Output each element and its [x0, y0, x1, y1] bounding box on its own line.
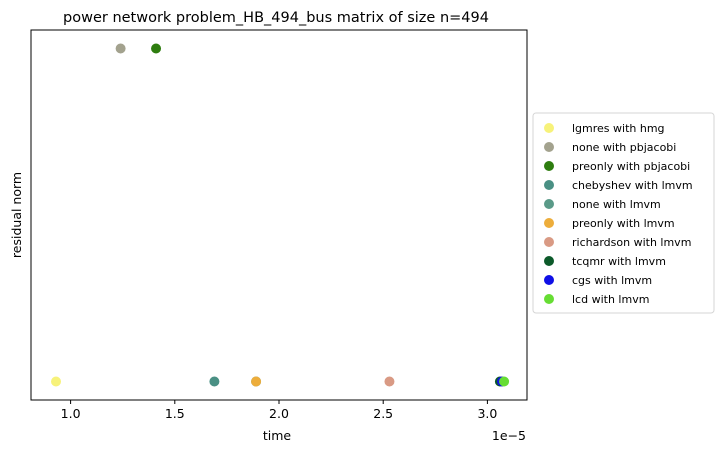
legend-entry: none with lmvm [544, 198, 661, 211]
legend-marker [544, 199, 554, 209]
legend-marker [544, 161, 554, 171]
plot-frame [30, 29, 528, 401]
legend-label: none with pbjacobi [572, 141, 676, 154]
legend-label: tcqmr with lmvm [572, 255, 666, 268]
legend-entry: preonly with lmvm [544, 217, 675, 230]
legend-label: lgmres with hmg [572, 122, 665, 135]
legend-label: preonly with pbjacobi [572, 160, 690, 173]
x-tick-label: 1.0 [61, 406, 81, 421]
legend-label: preonly with lmvm [572, 217, 675, 230]
plot-area: 1.0 1.5 2.0 2.5 3.0 [30, 29, 528, 421]
x-tick-label: 3.0 [477, 406, 497, 421]
legend-marker [544, 256, 554, 266]
data-point [499, 376, 510, 387]
legend-marker [544, 294, 554, 304]
data-point [51, 376, 62, 387]
chart-title: power network problem_HB_494_bus matrix … [63, 10, 489, 26]
legend-label: lcd with lmvm [572, 293, 649, 306]
data-points [51, 43, 510, 387]
x-axis-scale-note: 1e−5 [492, 428, 526, 443]
x-axis-label: time [263, 428, 292, 443]
legend-marker [544, 218, 554, 228]
data-point [209, 376, 220, 387]
data-point [384, 376, 395, 387]
x-tick-label: 2.5 [373, 406, 393, 421]
legend-entry: cgs with lmvm [544, 274, 652, 287]
y-axis-label: residual norm [9, 172, 24, 258]
legend-frame [532, 112, 715, 314]
x-axis: 1.0 1.5 2.0 2.5 3.0 [61, 400, 497, 421]
data-point [115, 43, 126, 54]
legend-label: chebyshev with lmvm [572, 179, 693, 192]
data-point [251, 376, 262, 387]
legend-entry: chebyshev with lmvm [544, 179, 693, 192]
x-tick-label: 1.5 [165, 406, 185, 421]
legend-entry: none with pbjacobi [544, 141, 676, 154]
legend-entry: richardson with lmvm [544, 236, 691, 249]
legend-marker [544, 275, 554, 285]
legend-marker [544, 142, 554, 152]
legend: lgmres with hmg none with pbjacobi preonly… [532, 112, 715, 314]
legend-marker [544, 180, 554, 190]
data-point [151, 43, 162, 54]
x-tick-label: 2.0 [269, 406, 289, 421]
legend-label: none with lmvm [572, 198, 661, 211]
legend-entry: lcd with lmvm [544, 293, 649, 306]
legend-marker [544, 123, 554, 133]
legend-entry: tcqmr with lmvm [544, 255, 666, 268]
legend-entry: lgmres with hmg [544, 122, 665, 135]
legend-entry: preonly with pbjacobi [544, 160, 690, 173]
legend-label: richardson with lmvm [572, 236, 691, 249]
legend-label: cgs with lmvm [572, 274, 652, 287]
legend-marker [544, 237, 554, 247]
